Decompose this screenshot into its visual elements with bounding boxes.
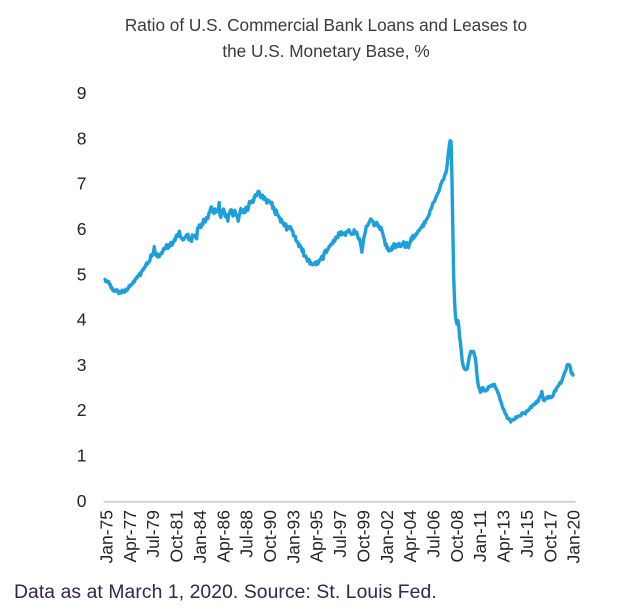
y-tick-label: 7 xyxy=(77,174,87,194)
x-tick-label: Oct-90 xyxy=(260,510,280,563)
x-tick-label: Jul-15 xyxy=(517,510,537,558)
x-tick-label: Jan-84 xyxy=(190,510,210,564)
y-tick-label: 8 xyxy=(77,128,87,148)
x-tick-label: Apr-95 xyxy=(307,510,327,563)
x-tick-label: Jan-20 xyxy=(564,510,584,564)
x-tick-label: Oct-08 xyxy=(447,510,467,563)
x-tick-label: Jan-93 xyxy=(283,510,303,564)
x-tick-label: Oct-99 xyxy=(353,510,373,563)
x-tick-label: Jan-11 xyxy=(470,510,490,562)
x-tick-label: Jul-88 xyxy=(237,510,257,558)
chart-title-line2: the U.S. Monetary Base, % xyxy=(222,41,430,61)
x-tick-label: Jul-97 xyxy=(330,510,350,558)
y-tick-label: 2 xyxy=(77,400,87,420)
source-note: Data as at March 1, 2020. Source: St. Lo… xyxy=(14,582,437,603)
data-line xyxy=(103,138,575,424)
x-tick-label: Oct-17 xyxy=(540,510,560,563)
x-tick-label: Oct-81 xyxy=(167,510,187,563)
x-tick-label: Jul-06 xyxy=(423,510,443,558)
chart-title: Ratio of U.S. Commercial Bank Loans and … xyxy=(0,12,644,64)
x-tick-label: Apr-77 xyxy=(120,510,140,563)
x-tick-label: Jul-79 xyxy=(143,510,163,558)
y-tick-label: 9 xyxy=(77,83,87,103)
chart-title-line1: Ratio of U.S. Commercial Bank Loans and … xyxy=(124,15,528,35)
y-tick-label: 4 xyxy=(77,310,87,330)
x-tick-label: Jan-02 xyxy=(377,510,397,564)
x-tick-label: Apr-04 xyxy=(400,510,420,563)
x-tick-label: Apr-86 xyxy=(213,510,233,563)
y-tick-label: 6 xyxy=(77,219,87,239)
y-tick-label: 5 xyxy=(77,264,87,284)
y-tick-label: 3 xyxy=(77,355,87,375)
y-tick-label: 1 xyxy=(77,446,87,466)
y-tick-label: 0 xyxy=(77,491,87,511)
x-tick-label: Jan-75 xyxy=(97,510,117,564)
x-tick-label: Apr-13 xyxy=(494,510,514,563)
